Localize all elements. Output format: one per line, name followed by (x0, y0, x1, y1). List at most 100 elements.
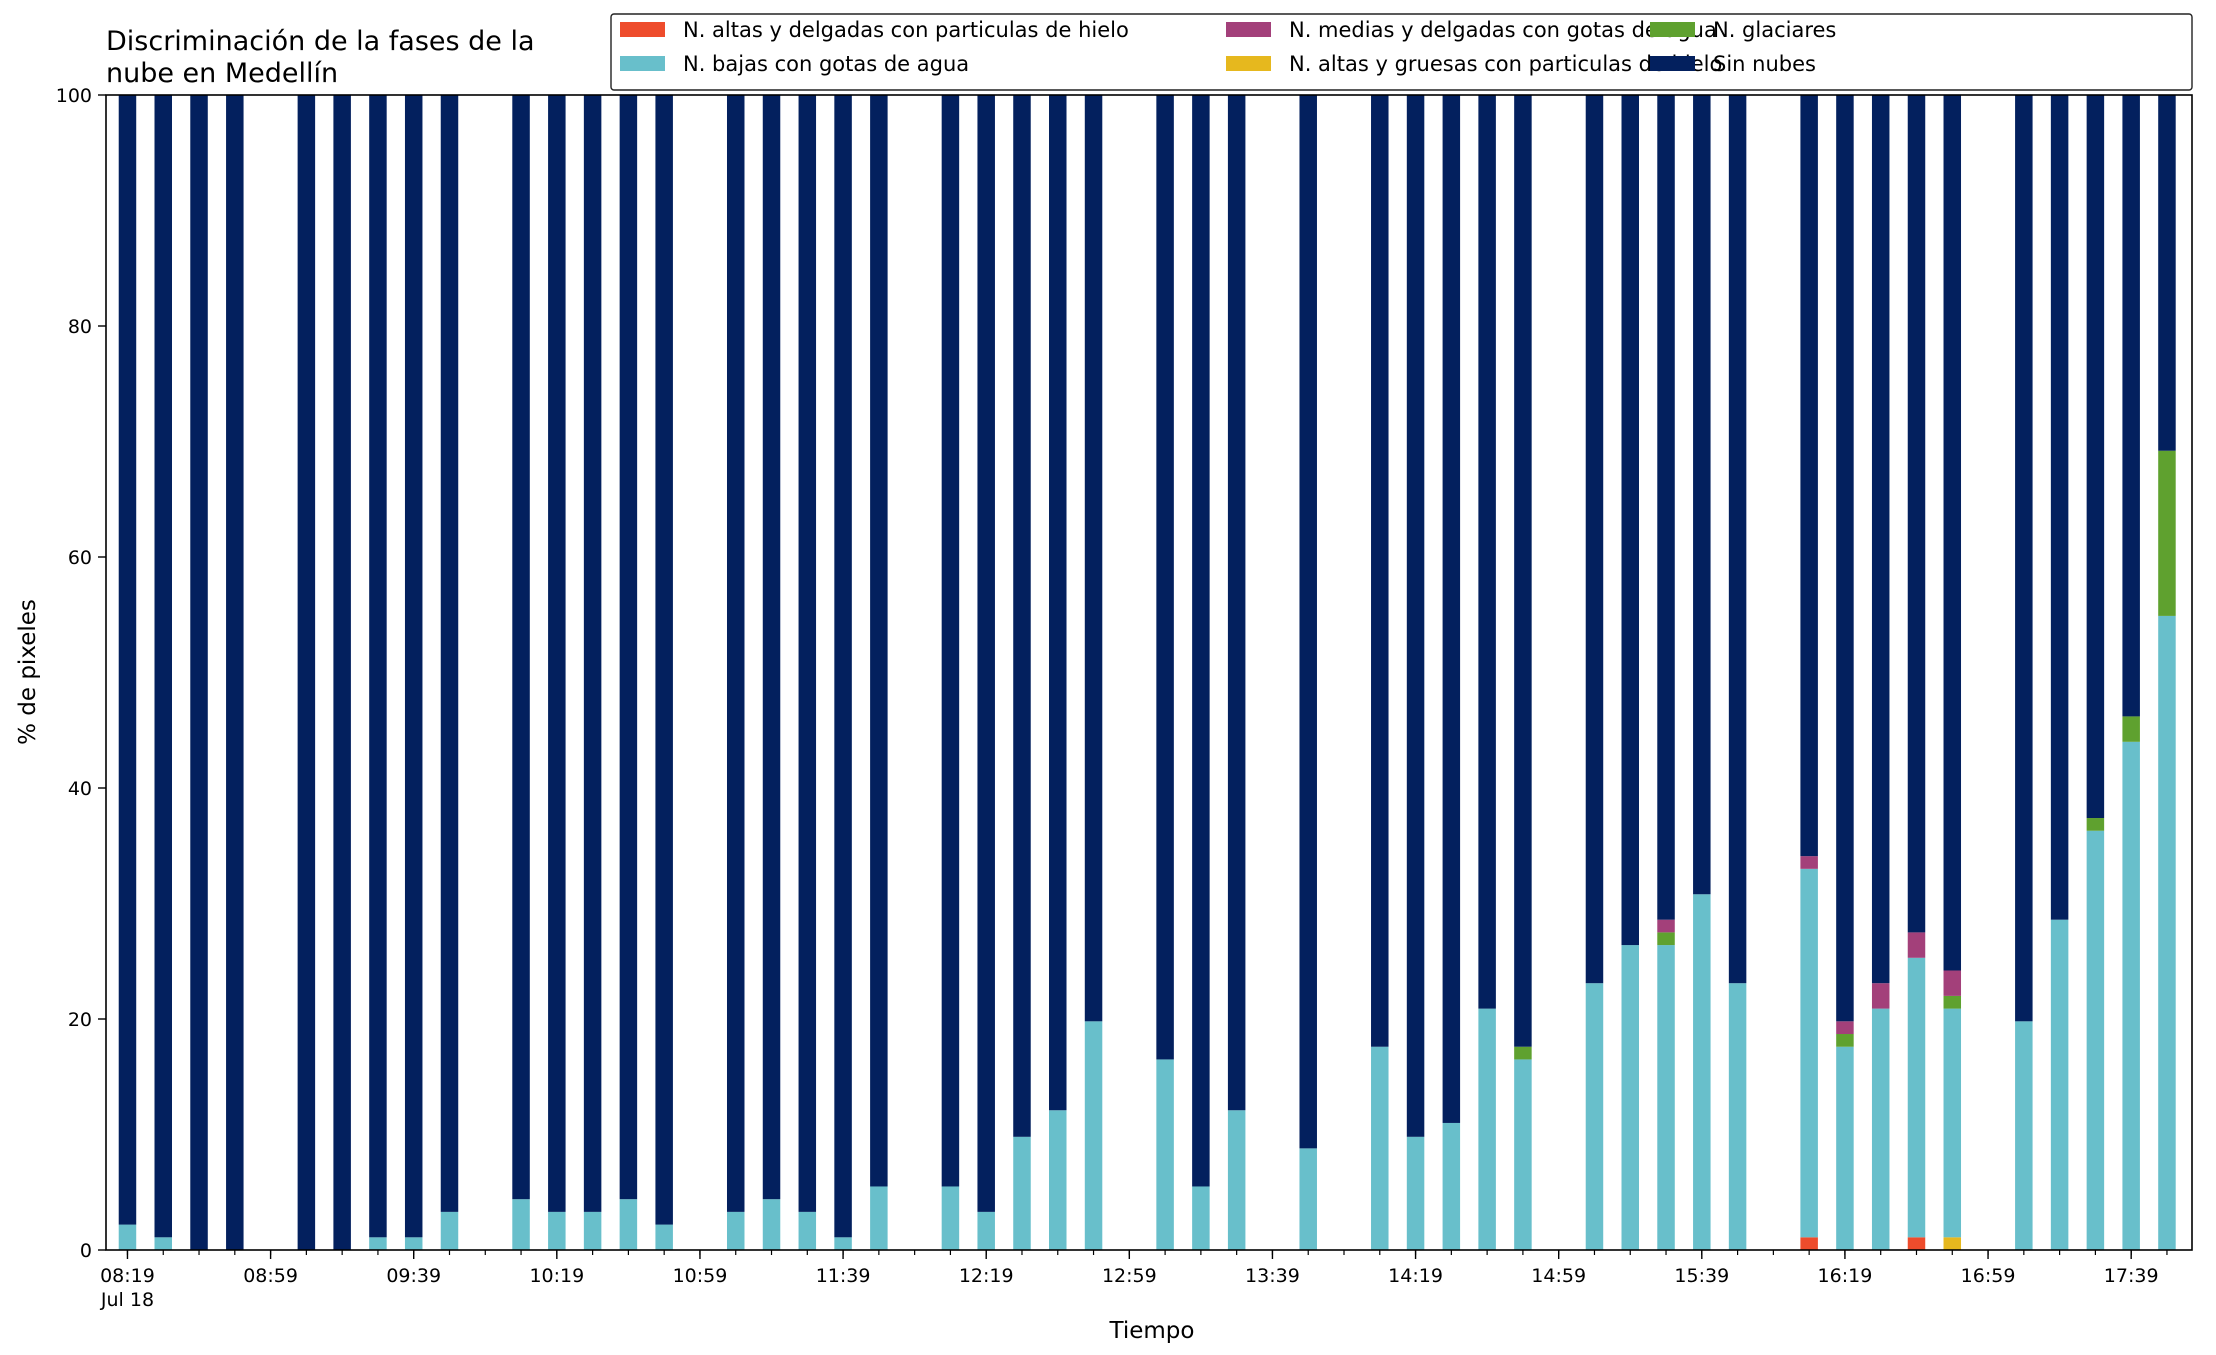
bar-segment (941, 1186, 960, 1250)
bar-segment (1156, 1059, 1174, 1250)
legend-swatch (620, 56, 665, 71)
bar-segment (1907, 957, 1926, 1238)
bar-segment (1406, 1136, 1425, 1250)
bar-segment (2158, 95, 2176, 451)
legend-label: Sin nubes (1713, 52, 1816, 76)
bar-segment (834, 95, 852, 1238)
x-tick-label: 08:59 (243, 1265, 298, 1287)
bar-segment (941, 95, 960, 1187)
x-tick-label: 17:39 (2104, 1265, 2159, 1287)
bar-segment (977, 1211, 995, 1250)
bar-segment (1084, 1021, 1103, 1250)
x-tick-label: 16:59 (1961, 1265, 2016, 1287)
bar-segment (726, 1211, 745, 1250)
bar-segment (977, 95, 995, 1212)
x-tick-label: 09:39 (386, 1265, 441, 1287)
bar-segment (512, 95, 530, 1200)
bar-segment (1227, 1110, 1246, 1250)
y-tick-label: 80 (68, 316, 92, 338)
bar-segment (369, 95, 387, 1238)
bar-segment (1585, 95, 1604, 984)
bar-segment (1657, 95, 1675, 920)
bar-segment (118, 95, 137, 1225)
bar-segment (1836, 1034, 1854, 1047)
bar-segment (1943, 95, 1962, 971)
legend-label: N. medias y delgadas con gotas de agua (1289, 18, 1717, 42)
bar-segment (834, 1237, 852, 1250)
y-tick-label: 0 (80, 1240, 92, 1262)
x-tick-label: 15:39 (1674, 1265, 1729, 1287)
bar-segment (1478, 1008, 1496, 1250)
bar-segment (870, 95, 888, 1187)
bar-segment (1084, 95, 1103, 1022)
bar-segment (1442, 95, 1461, 1123)
bar-segment (1013, 95, 1031, 1137)
bar-segment (2086, 95, 2105, 819)
x-tick-label: 10:59 (673, 1265, 728, 1287)
bar-segment (1156, 95, 1174, 1060)
y-tick-label: 100 (56, 85, 92, 107)
bar-segment (1871, 1008, 1890, 1250)
bar-segment (512, 1199, 530, 1250)
bar-segment (2122, 716, 2140, 742)
legend-label: N. altas y delgadas con particulas de hi… (683, 18, 1129, 42)
bar-segment (1728, 983, 1747, 1250)
bar-segment (2122, 741, 2140, 1250)
x-tick-label: 12:59 (1102, 1265, 1157, 1287)
bar-segment (726, 95, 745, 1212)
bar-segment (1907, 1237, 1926, 1250)
chart-title: Discriminación de la fases de la (106, 26, 535, 57)
bar-segment (2050, 919, 2069, 1250)
bar-segment (1800, 868, 1818, 1238)
bar-segment (1621, 95, 1639, 946)
bar-segment (1657, 945, 1675, 1250)
bar-segment (655, 95, 673, 1225)
bar-segment (2015, 1021, 2033, 1250)
bar-segment (1013, 1136, 1031, 1250)
x-axis-label: Tiempo (1109, 1318, 1195, 1344)
bar-segment (1657, 919, 1675, 933)
bar-segment (548, 1211, 566, 1250)
bar-segment (798, 95, 817, 1212)
bar-segment (1478, 95, 1496, 1009)
bar-segment (870, 1186, 888, 1250)
bar-segment (2050, 95, 2069, 920)
x-tick-label: 13:39 (1245, 1265, 1300, 1287)
bar-segment (1049, 1110, 1067, 1250)
bar-segment (548, 95, 566, 1212)
bar-segment (1728, 95, 1747, 984)
bar-segment (118, 1224, 137, 1250)
bar-segment (583, 95, 602, 1212)
bar-segment (1049, 95, 1067, 1111)
bar-segment (1800, 856, 1818, 869)
bar-segment (154, 1237, 172, 1250)
x-tick-sublabel: Jul 18 (100, 1289, 154, 1311)
x-tick-label: 10:19 (529, 1265, 584, 1287)
bar-segment (1943, 995, 1962, 1009)
bar-segment (2015, 95, 2033, 1022)
legend-label: N. bajas con gotas de agua (683, 52, 969, 76)
bar-segment (440, 95, 459, 1212)
x-tick-label: 14:19 (1388, 1265, 1443, 1287)
bar-segment (404, 1237, 423, 1250)
bar-segment (1907, 95, 1926, 933)
bar-segment (1943, 1237, 1962, 1250)
bar-segment (1836, 1021, 1854, 1035)
plot-frame (105, 94, 2193, 1251)
bar-segment (2086, 818, 2105, 831)
legend-swatch (1226, 56, 1271, 71)
y-tick-label: 40 (68, 778, 92, 800)
bar-segment (1693, 894, 1711, 1250)
bar-segment (798, 1211, 817, 1250)
bar-segment (619, 95, 638, 1200)
bars-layer (118, 95, 2176, 1250)
legend-swatch (1650, 22, 1695, 37)
bar-segment (1871, 95, 1890, 984)
bar-segment (333, 95, 351, 1250)
x-tick-label: 14:59 (1531, 1265, 1586, 1287)
bar-segment (2158, 450, 2176, 616)
bar-segment (762, 1199, 781, 1250)
x-tick-label: 12:19 (959, 1265, 1014, 1287)
